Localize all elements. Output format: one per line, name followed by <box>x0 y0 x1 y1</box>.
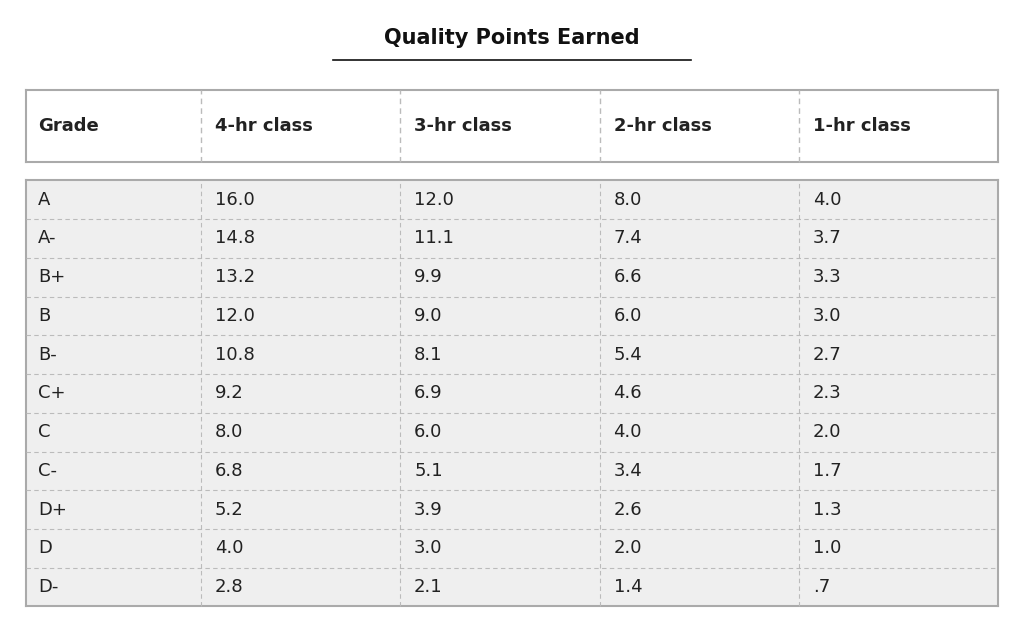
Bar <box>26 529 998 568</box>
Text: C: C <box>38 423 50 441</box>
Text: 6.8: 6.8 <box>215 462 243 480</box>
Text: 5.2: 5.2 <box>215 501 244 519</box>
Text: B: B <box>38 307 50 325</box>
Text: 8.1: 8.1 <box>414 346 442 364</box>
Text: 4.0: 4.0 <box>813 191 842 209</box>
Text: 8.0: 8.0 <box>215 423 243 441</box>
Text: 3.4: 3.4 <box>613 462 642 480</box>
Text: B+: B+ <box>38 268 66 286</box>
Text: 4.0: 4.0 <box>613 423 642 441</box>
Bar <box>26 374 998 413</box>
Text: 9.0: 9.0 <box>414 307 442 325</box>
Text: 3.0: 3.0 <box>414 539 442 557</box>
Bar <box>26 90 998 162</box>
Text: 1.4: 1.4 <box>613 578 642 596</box>
Text: 12.0: 12.0 <box>414 191 454 209</box>
Text: 2.6: 2.6 <box>613 501 642 519</box>
Bar <box>26 568 998 606</box>
Text: 13.2: 13.2 <box>215 268 255 286</box>
Text: 8.0: 8.0 <box>613 191 642 209</box>
Text: D: D <box>38 539 52 557</box>
Text: 5.1: 5.1 <box>414 462 442 480</box>
Text: 3.9: 3.9 <box>414 501 442 519</box>
Text: 7.4: 7.4 <box>613 230 642 248</box>
Text: 10.8: 10.8 <box>215 346 254 364</box>
Text: .7: .7 <box>813 578 830 596</box>
Bar <box>26 413 998 452</box>
Bar <box>26 452 998 490</box>
Text: 6.0: 6.0 <box>414 423 442 441</box>
Text: Quality Points Earned: Quality Points Earned <box>384 28 640 48</box>
Text: 12.0: 12.0 <box>215 307 255 325</box>
Text: 11.1: 11.1 <box>414 230 454 248</box>
Text: B-: B- <box>38 346 56 364</box>
Text: 3.0: 3.0 <box>813 307 842 325</box>
Text: 1.0: 1.0 <box>813 539 842 557</box>
Text: 6.9: 6.9 <box>414 384 442 402</box>
Text: 3.7: 3.7 <box>813 230 842 248</box>
Text: 2.7: 2.7 <box>813 346 842 364</box>
Bar <box>26 258 998 297</box>
Text: C+: C+ <box>38 384 66 402</box>
Text: 4.6: 4.6 <box>613 384 642 402</box>
Text: A-: A- <box>38 230 56 248</box>
Text: 16.0: 16.0 <box>215 191 254 209</box>
Text: 9.2: 9.2 <box>215 384 244 402</box>
Text: 1.7: 1.7 <box>813 462 842 480</box>
Text: A: A <box>38 191 50 209</box>
Text: 2.1: 2.1 <box>414 578 442 596</box>
Text: 6.0: 6.0 <box>613 307 642 325</box>
Text: 5.4: 5.4 <box>613 346 642 364</box>
Text: 4-hr class: 4-hr class <box>215 117 312 135</box>
Text: 2-hr class: 2-hr class <box>613 117 712 135</box>
Bar <box>26 180 998 219</box>
Text: 3.3: 3.3 <box>813 268 842 286</box>
Text: 2.0: 2.0 <box>813 423 842 441</box>
Text: D-: D- <box>38 578 58 596</box>
Text: 3-hr class: 3-hr class <box>414 117 512 135</box>
Text: D+: D+ <box>38 501 67 519</box>
Text: 2.0: 2.0 <box>613 539 642 557</box>
Text: C-: C- <box>38 462 57 480</box>
Text: 4.0: 4.0 <box>215 539 243 557</box>
Bar <box>26 490 998 529</box>
Text: 14.8: 14.8 <box>215 230 255 248</box>
Text: 9.9: 9.9 <box>414 268 442 286</box>
Text: 2.8: 2.8 <box>215 578 244 596</box>
Bar <box>26 219 998 258</box>
Text: Grade: Grade <box>38 117 98 135</box>
Text: 1.3: 1.3 <box>813 501 842 519</box>
Bar <box>26 297 998 335</box>
Text: 1-hr class: 1-hr class <box>813 117 910 135</box>
Text: 2.3: 2.3 <box>813 384 842 402</box>
Bar <box>26 335 998 374</box>
Text: 6.6: 6.6 <box>613 268 642 286</box>
